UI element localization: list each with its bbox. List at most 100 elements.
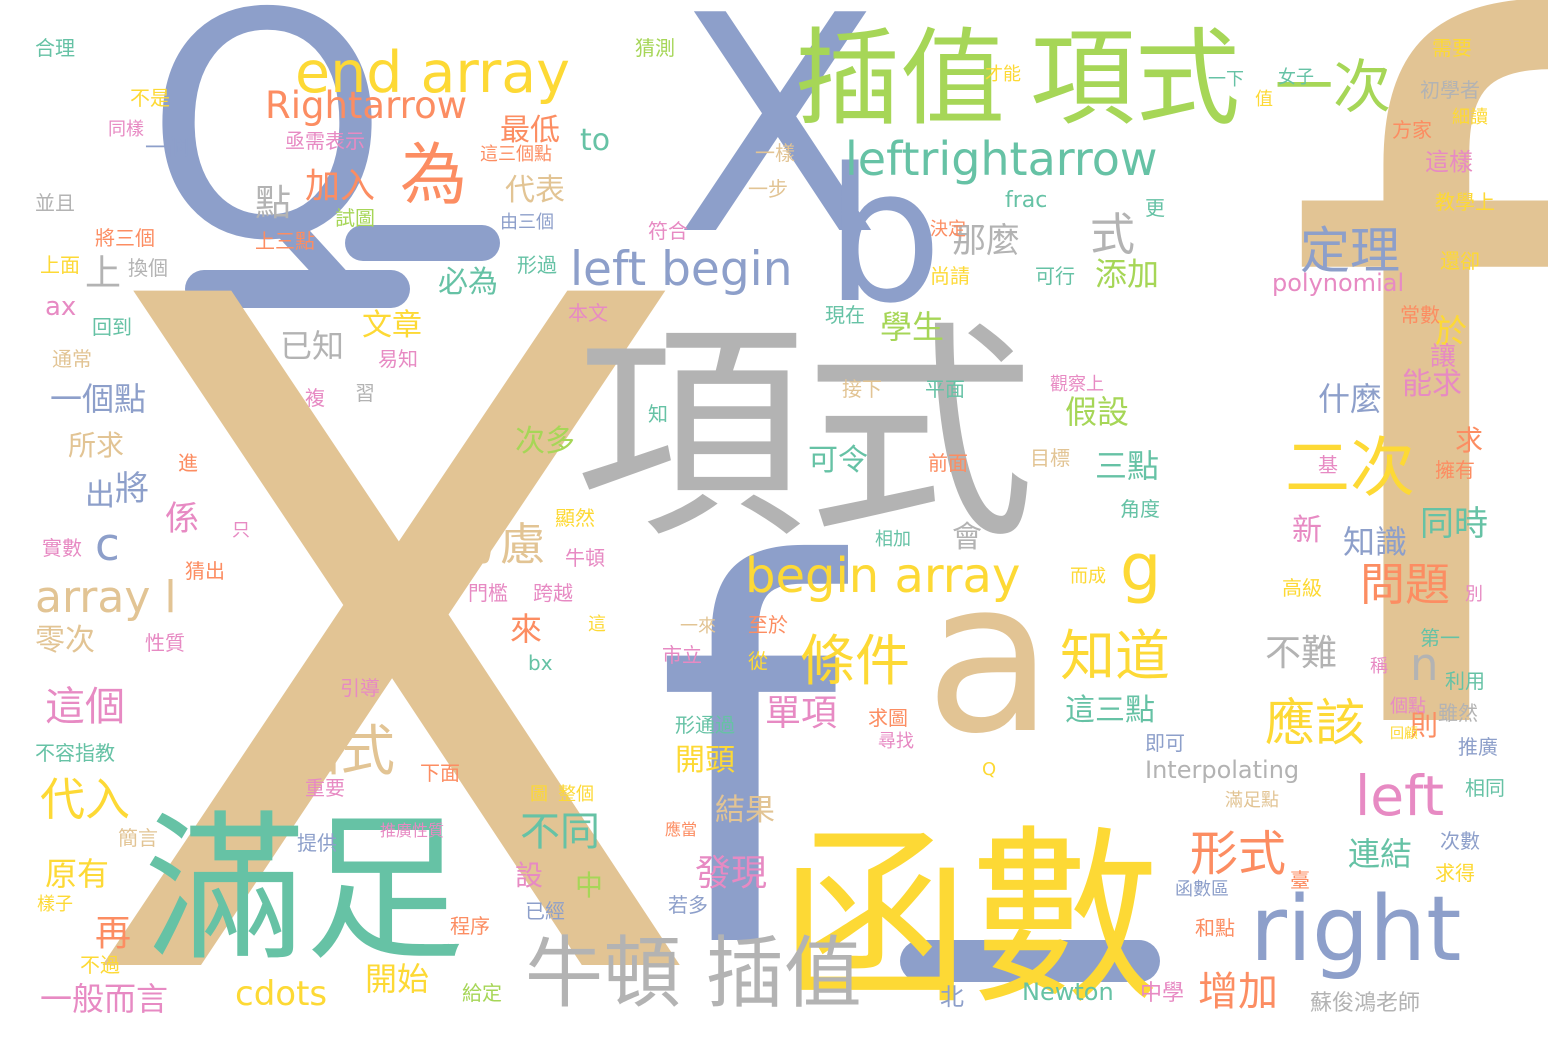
cloud-word: 從: [748, 649, 768, 673]
cloud-word: 不過: [80, 953, 120, 977]
cloud-word: 若多: [668, 893, 708, 917]
cloud-word: 程序: [450, 914, 490, 938]
cloud-word: 求得: [1435, 861, 1475, 885]
cloud-word: 簡言: [118, 826, 158, 850]
decorative-bar: [900, 940, 1160, 982]
cloud-word: 知: [648, 402, 668, 426]
cloud-word: 初學者: [1420, 78, 1480, 102]
cloud-word: 即可: [1145, 731, 1185, 755]
cloud-word: 決定: [930, 219, 966, 240]
cloud-word: 換個: [128, 256, 168, 280]
cloud-word: 上三點: [255, 229, 315, 253]
cloud-word: 可令: [808, 443, 868, 478]
cloud-word: 形式: [1190, 826, 1286, 882]
cloud-word: 臺: [1290, 868, 1310, 892]
cloud-word: 應當: [665, 820, 697, 839]
cloud-word: 來: [510, 610, 542, 648]
cloud-word: 只: [232, 520, 250, 541]
cloud-word: 什麼: [1318, 380, 1382, 418]
cloud-word: 還卻: [1440, 249, 1480, 273]
cloud-word: 設: [515, 859, 543, 892]
cloud-word: 次多: [515, 424, 575, 459]
cloud-word: 女子: [1278, 67, 1314, 88]
cloud-word: 沒: [490, 468, 520, 503]
cloud-word: 和點: [1195, 916, 1235, 940]
cloud-word: 增加: [1198, 969, 1278, 1015]
cloud-word: 條件: [800, 629, 910, 693]
cloud-word: 一般而言: [40, 980, 168, 1018]
cloud-word: 教學上: [1435, 190, 1495, 214]
cloud-word: 這三點: [1065, 693, 1155, 728]
cloud-word: 必為: [438, 265, 498, 300]
cloud-word: 角度: [1120, 497, 1160, 521]
cloud-word: 出: [85, 478, 115, 513]
cloud-word: a: [925, 535, 1054, 780]
cloud-word: 更: [1145, 196, 1165, 220]
cloud-word: 知識: [1343, 523, 1407, 561]
cloud-word: 跨越: [533, 581, 573, 605]
cloud-word: c: [95, 518, 120, 571]
cloud-word: 本文: [568, 301, 608, 325]
cloud-word: 易知: [378, 347, 418, 371]
cloud-word: 一個: [145, 136, 189, 161]
cloud-word: 稱: [1370, 656, 1388, 677]
cloud-word: 接下: [842, 377, 882, 401]
cloud-word: 進: [178, 451, 198, 475]
cloud-word: Q: [982, 759, 996, 780]
cloud-word: 引導: [340, 676, 380, 700]
cloud-word: 回到: [92, 315, 132, 339]
cloud-word: 猜出: [185, 559, 225, 583]
cloud-word: 代表: [505, 173, 565, 208]
cloud-word: 將: [115, 469, 149, 509]
cloud-word: 蘇俊鴻老師: [1310, 991, 1420, 1016]
cloud-word: 應該: [1265, 694, 1365, 752]
cloud-word: 一樣: [755, 141, 795, 165]
cloud-word: 點: [255, 183, 291, 224]
cloud-word: 現在: [825, 303, 865, 327]
cloud-word: 這個: [45, 684, 125, 730]
cloud-word: 能求: [1402, 367, 1462, 402]
cloud-word: 由三個: [500, 212, 554, 233]
cloud-word: 回顧: [1390, 726, 1418, 742]
cloud-word: 開頭: [675, 743, 735, 778]
cloud-word: 門檻: [468, 581, 508, 605]
cloud-word: X: [75, 107, 709, 1052]
cloud-word: to: [580, 123, 610, 158]
cloud-word: 這樣: [1425, 148, 1473, 176]
cloud-word: 函數: [780, 809, 1160, 1030]
cloud-word: 別: [1465, 584, 1483, 605]
cloud-word: 滿足: [145, 796, 465, 983]
cloud-word: 那麼: [952, 221, 1020, 261]
cloud-word: 而成: [1070, 566, 1106, 587]
cloud-word: 平面: [925, 377, 965, 401]
cloud-word: 為: [400, 136, 467, 214]
cloud-word: 假設: [1065, 393, 1129, 431]
cloud-word: 才能: [985, 64, 1021, 85]
cloud-word: 原有: [45, 855, 109, 893]
cloud-word: ax: [45, 292, 76, 322]
cloud-word: g: [1120, 531, 1161, 606]
cloud-word: 實數: [42, 536, 82, 560]
cloud-word: 北: [940, 983, 964, 1011]
cloud-word: 已知: [280, 327, 344, 365]
cloud-word: 最低: [500, 113, 560, 148]
cloud-word: 考慮: [455, 518, 545, 571]
cloud-word: 尋找: [878, 731, 914, 752]
cloud-word: 一個點: [50, 380, 146, 418]
cloud-word: leftrightarrow: [845, 132, 1158, 186]
cloud-word: 推廣性質: [380, 821, 444, 840]
cloud-word: 求圖: [868, 706, 908, 730]
cloud-word: 式: [1090, 208, 1135, 261]
cloud-word: 提供: [297, 831, 337, 855]
cloud-word: 文章: [362, 308, 422, 343]
cloud-word: 上: [85, 253, 121, 294]
cloud-word: b: [825, 128, 942, 344]
cloud-word: 合理: [35, 36, 75, 60]
cloud-word: 重要: [305, 776, 345, 800]
cloud-word: 性質: [145, 631, 185, 655]
cloud-word: 常數: [1400, 303, 1440, 327]
cloud-word: 中學: [1140, 981, 1184, 1006]
cloud-word: 一次: [1275, 53, 1391, 121]
cloud-word: 不是: [130, 86, 170, 110]
cloud-word: 知道: [1060, 624, 1170, 688]
